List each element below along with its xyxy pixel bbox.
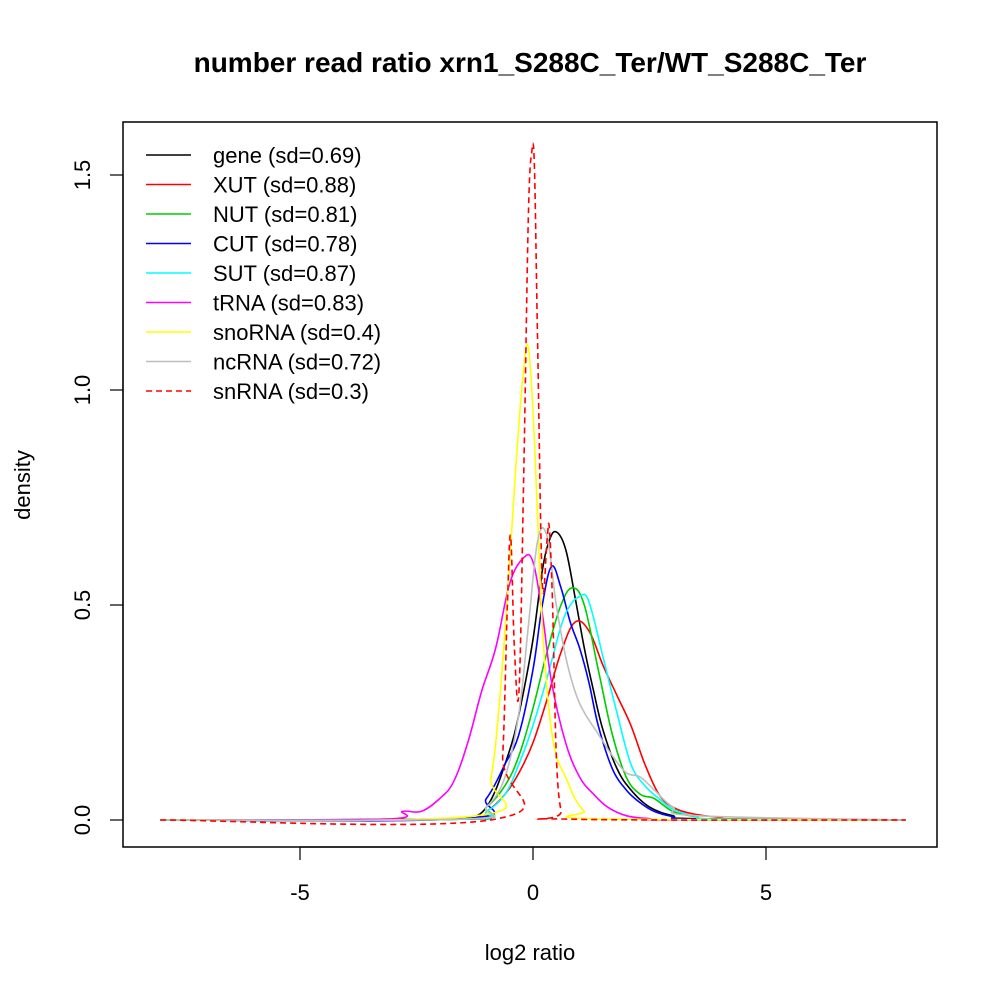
x-tick-label: 0 — [527, 880, 539, 905]
legend-entry-7: snoRNA (sd=0.4) — [213, 320, 381, 345]
y-tick-label: 0.0 — [70, 805, 95, 836]
legend-entry-1: gene (sd=0.69) — [213, 143, 362, 168]
series-line-5 — [160, 593, 906, 821]
series-line-3 — [160, 586, 906, 822]
series-line-8 — [160, 527, 906, 822]
series-line-7 — [160, 343, 906, 822]
series-line-9 — [160, 142, 906, 826]
y-tick-label: 1.5 — [70, 160, 95, 191]
series-line-2 — [160, 620, 906, 821]
legend-entry-8: ncRNA (sd=0.72) — [213, 350, 381, 375]
chart-title: number read ratio xrn1_S288C_Ter/WT_S288… — [194, 47, 867, 78]
x-tick-label: -5 — [290, 880, 310, 905]
series-line-1 — [160, 530, 906, 821]
x-axis: -5 0 5 — [290, 846, 772, 905]
series-line-4 — [160, 565, 906, 822]
legend-entry-6: tRNA (sd=0.83) — [213, 291, 364, 316]
legend-entry-5: SUT (sd=0.87) — [213, 261, 356, 286]
legend-entry-4: CUT (sd=0.78) — [213, 232, 357, 257]
legend: gene (sd=0.69) XUT (sd=0.88) NUT (sd=0.81)… — [146, 143, 381, 404]
legend-entry-9: snRNA (sd=0.3) — [213, 379, 369, 404]
series-curves — [160, 142, 906, 826]
legend-entry-3: NUT (sd=0.81) — [213, 202, 357, 227]
y-tick-label: 0.5 — [70, 590, 95, 621]
y-axis-label: density — [10, 450, 35, 520]
x-axis-label: log2 ratio — [485, 940, 576, 965]
series-line-6 — [160, 553, 906, 821]
x-tick-label: 5 — [760, 880, 772, 905]
legend-entry-2: XUT (sd=0.88) — [213, 173, 356, 198]
y-tick-label: 1.0 — [70, 375, 95, 406]
y-axis: 0.0 0.5 1.0 1.5 — [70, 160, 124, 836]
